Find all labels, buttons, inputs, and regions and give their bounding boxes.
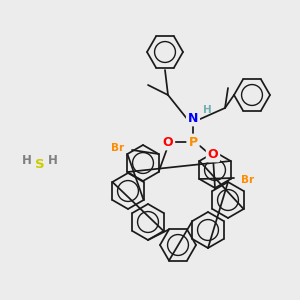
Text: S: S (35, 158, 45, 172)
Text: H: H (48, 154, 58, 166)
Text: O: O (208, 148, 218, 160)
Text: N: N (188, 112, 198, 124)
Text: H: H (202, 105, 211, 115)
Text: P: P (188, 136, 198, 148)
Text: O: O (163, 136, 173, 148)
Text: H: H (22, 154, 32, 166)
Text: Br: Br (111, 143, 124, 153)
Text: Br: Br (242, 175, 255, 185)
